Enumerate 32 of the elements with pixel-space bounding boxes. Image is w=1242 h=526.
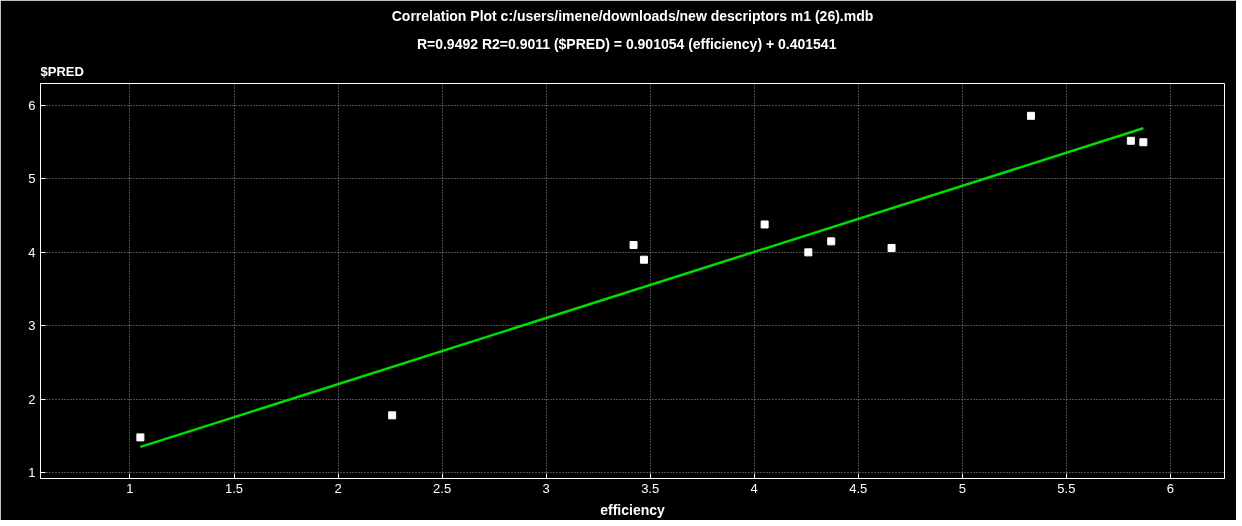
point	[1139, 138, 1148, 147]
point	[629, 241, 638, 250]
point	[1026, 111, 1035, 120]
point	[136, 433, 145, 442]
x-axis-title: efficiency	[600, 501, 666, 518]
y-tick-label: 6	[28, 98, 36, 114]
y-tick-label: 5	[28, 171, 36, 187]
x-tick-label: 1.5	[224, 480, 244, 496]
y-axis-title: $PRED	[40, 63, 84, 79]
point	[827, 237, 836, 246]
x-tick-label: 3.5	[641, 480, 660, 496]
y-tick-label: 3	[28, 318, 36, 334]
x-tick-label: 5	[958, 480, 966, 496]
chart-title: Correlation Plot c:/users/imene/downloads/new descriptors m1 (26).mdb	[391, 7, 874, 24]
point	[760, 220, 769, 229]
y-tick-label: 4	[28, 244, 36, 260]
point	[1126, 136, 1135, 145]
x-tick-label: 1	[126, 480, 134, 496]
chart-subtitle: R=0.9492 R2=0.9011 ($PRED) = 0.901054 (efficiency) + 0.401541	[416, 35, 837, 52]
x-tick-label: 4.5	[849, 480, 868, 496]
x-tick-label: 2	[334, 480, 342, 496]
point	[639, 255, 648, 264]
point	[804, 248, 813, 257]
x-tick-label: 4	[750, 480, 758, 496]
point	[388, 411, 397, 420]
y-tick-label: 2	[28, 391, 36, 407]
x-tick-label: 2.5	[433, 480, 452, 496]
y-tick-label: 1	[28, 465, 36, 481]
x-tick-label: 6	[1166, 480, 1175, 496]
point	[887, 243, 896, 252]
x-tick-label: 3	[542, 480, 550, 496]
x-tick-label: 5.5	[1057, 480, 1076, 496]
